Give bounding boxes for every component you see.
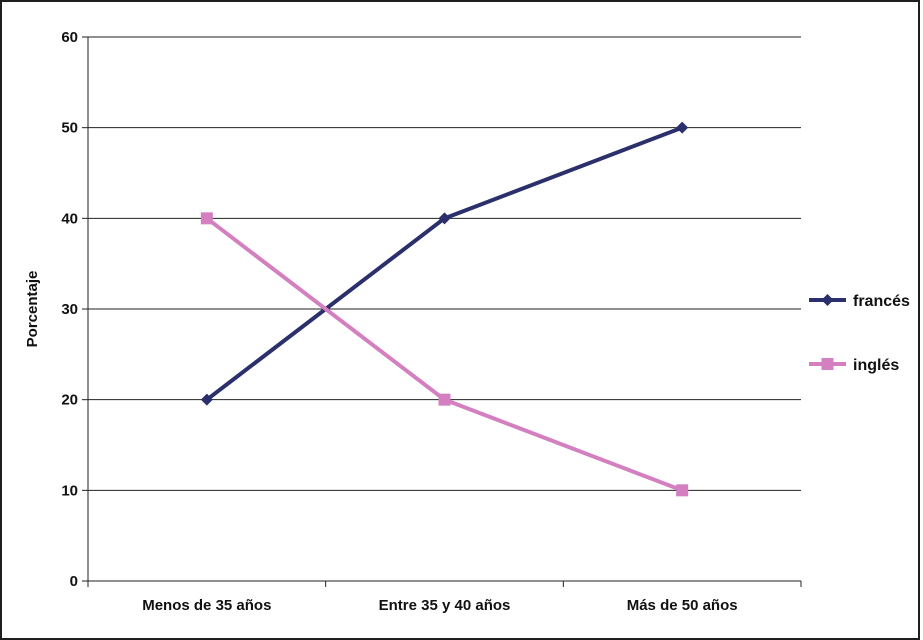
data-point [438,393,451,406]
legend-label: inglés [853,357,899,374]
legend-item: inglés [809,357,899,374]
data-point [676,121,689,134]
series-group [200,121,689,497]
legend-label: francés [853,293,910,310]
y-tick-label: 50 [61,120,78,137]
data-point [200,212,213,225]
y-tick-label: 30 [61,301,78,318]
data-point [438,212,451,225]
legend: francés inglés [809,293,910,374]
x-tick-labels: Menos de 35 años Entre 35 y 40 años Más de… [142,597,737,614]
legend-item: francés [809,293,910,310]
x-tick-label: Entre 35 y 40 años [379,597,511,614]
line-chart: 0 10 20 30 40 50 60 Menos de 35 años Entre 35 y… [24,29,910,614]
y-tick-label: 0 [70,573,78,590]
x-tick-label: Más de 50 años [627,597,738,614]
data-point [200,393,213,406]
y-tick-label: 40 [61,210,78,227]
series-line [205,216,683,493]
x-tick-label: Menos de 35 años [142,597,271,614]
legend-marker [821,294,834,306]
y-tick-label: 20 [61,392,78,409]
series-0 [200,121,689,406]
y-tick-label: 10 [61,482,78,499]
y-tick-labels: 0 10 20 30 40 50 60 [61,29,78,590]
series-line [205,125,683,402]
y-tick-label: 60 [61,29,78,46]
y-axis-title: Porcentaje [24,271,41,348]
axes [82,36,802,587]
legend-marker [821,358,834,370]
gridlines [88,36,801,491]
data-point [676,484,689,497]
series-1 [200,212,689,497]
